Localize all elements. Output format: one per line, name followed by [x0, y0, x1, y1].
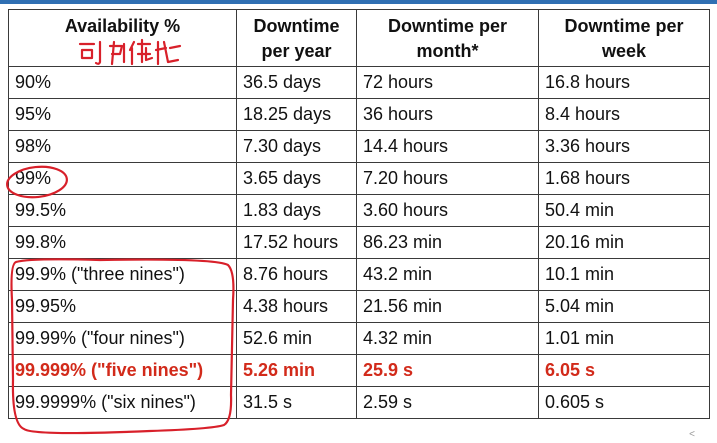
- cell-per-week: 1.68 hours: [538, 162, 710, 195]
- cell-availability: 99.8%: [8, 226, 237, 259]
- cell-per-month: 3.60 hours: [356, 194, 539, 227]
- cell-per-week: 8.4 hours: [538, 98, 710, 131]
- cell-per-month: 86.23 min: [356, 226, 539, 259]
- cell-availability: 95%: [8, 98, 237, 131]
- cell-per-month: 14.4 hours: [356, 130, 539, 163]
- header-downtime-year: Downtime per year: [236, 9, 357, 67]
- cell-per-week: 5.04 min: [538, 290, 710, 323]
- cell-per-month: 25.9 s: [356, 354, 539, 387]
- cell-availability: 90%: [8, 66, 237, 99]
- table-row: 99.9% ("three nines") 8.76 hours 43.2 mi…: [8, 258, 710, 291]
- header-row: Availability % Downtime per year Downtim…: [8, 9, 710, 67]
- cell-per-year: 17.52 hours: [236, 226, 357, 259]
- cell-per-year: 31.5 s: [236, 386, 357, 419]
- cell-availability: 99.95%: [8, 290, 237, 323]
- cell-availability: 98%: [8, 130, 237, 163]
- cell-availability: 99%: [8, 162, 237, 195]
- cell-per-year: 4.38 hours: [236, 290, 357, 323]
- table-row: 95% 18.25 days 36 hours 8.4 hours: [8, 98, 710, 131]
- cell-per-week: 16.8 hours: [538, 66, 710, 99]
- cell-per-year: 36.5 days: [236, 66, 357, 99]
- header-downtime-month: Downtime per month*: [356, 9, 539, 67]
- cell-per-week: 0.605 s: [538, 386, 710, 419]
- cell-per-year: 1.83 days: [236, 194, 357, 227]
- cell-per-month: 2.59 s: [356, 386, 539, 419]
- cell-per-month: 7.20 hours: [356, 162, 539, 195]
- corner-glyph: <: [689, 429, 695, 440]
- cell-per-week: 20.16 min: [538, 226, 710, 259]
- cell-availability: 99.9999% ("six nines"): [8, 386, 237, 419]
- cell-availability: 99.99% ("four nines"): [8, 322, 237, 355]
- table-row: 98% 7.30 days 14.4 hours 3.36 hours: [8, 130, 710, 163]
- cell-per-year: 18.25 days: [236, 98, 357, 131]
- table-row: 99.8% 17.52 hours 86.23 min 20.16 min: [8, 226, 710, 259]
- table-row: 99.9999% ("six nines") 31.5 s 2.59 s 0.6…: [8, 386, 710, 419]
- cell-per-year: 52.6 min: [236, 322, 357, 355]
- table-row: 99% 3.65 days 7.20 hours 1.68 hours: [8, 162, 710, 195]
- cell-per-year: 7.30 days: [236, 130, 357, 163]
- table-row-highlighted: 99.999% ("five nines") 5.26 min 25.9 s 6…: [8, 354, 710, 387]
- slide-top-rule: [0, 0, 717, 4]
- cell-per-month: 43.2 min: [356, 258, 539, 291]
- cell-per-month: 4.32 min: [356, 322, 539, 355]
- cell-availability: 99.9% ("three nines"): [8, 258, 237, 291]
- header-downtime-week: Downtime per week: [538, 9, 710, 67]
- cell-per-month: 72 hours: [356, 66, 539, 99]
- cell-per-year: 5.26 min: [236, 354, 357, 387]
- cell-per-month: 21.56 min: [356, 290, 539, 323]
- cell-per-week: 3.36 hours: [538, 130, 710, 163]
- table-row: 99.99% ("four nines") 52.6 min 4.32 min …: [8, 322, 710, 355]
- cell-per-year: 3.65 days: [236, 162, 357, 195]
- cell-per-week: 1.01 min: [538, 322, 710, 355]
- cell-per-year: 8.76 hours: [236, 258, 357, 291]
- cell-availability: 99.5%: [8, 194, 237, 227]
- cell-per-week: 50.4 min: [538, 194, 710, 227]
- table-row: 90% 36.5 days 72 hours 16.8 hours: [8, 66, 710, 99]
- table-row: 99.95% 4.38 hours 21.56 min 5.04 min: [8, 290, 710, 323]
- cell-per-month: 36 hours: [356, 98, 539, 131]
- cell-per-week: 6.05 s: [538, 354, 710, 387]
- availability-table: Availability % Downtime per year Downtim…: [8, 9, 710, 419]
- table-row: 99.5% 1.83 days 3.60 hours 50.4 min: [8, 194, 710, 227]
- header-availability: Availability %: [8, 9, 237, 67]
- cell-availability: 99.999% ("five nines"): [8, 354, 237, 387]
- cell-per-week: 10.1 min: [538, 258, 710, 291]
